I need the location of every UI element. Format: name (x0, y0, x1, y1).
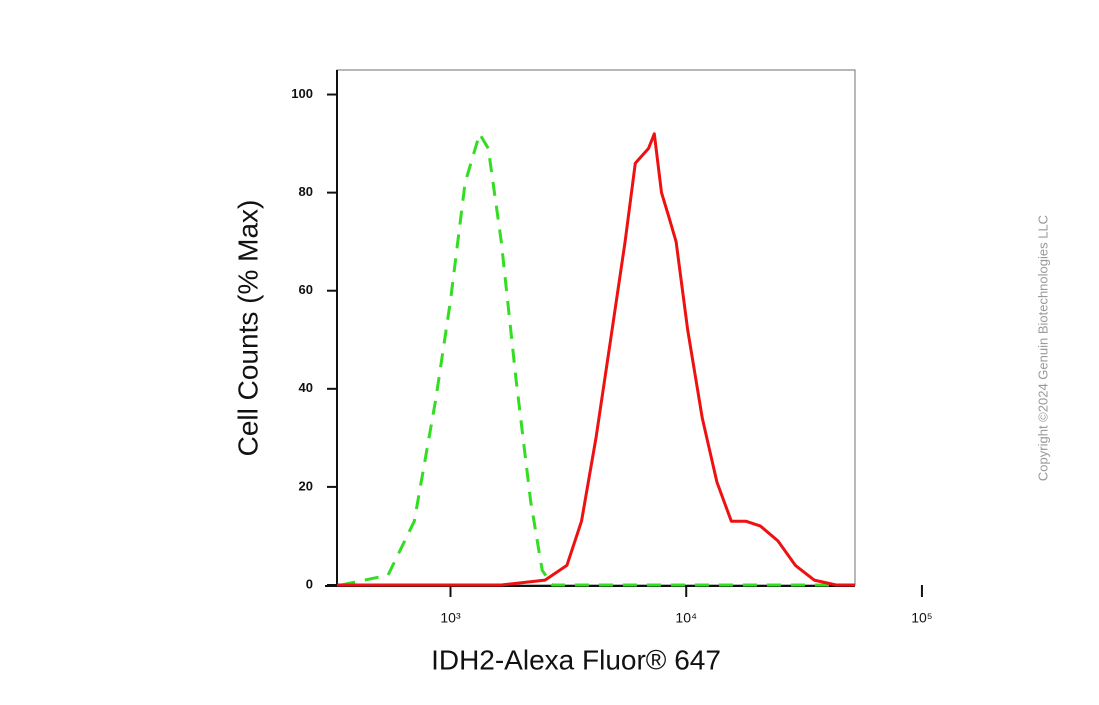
y-tick-label: 100 (291, 86, 313, 101)
y-tick-label: 20 (299, 478, 313, 493)
y-axis-label: Cell Counts (% Max) (232, 200, 263, 457)
y-tick-label: 0 (306, 576, 313, 591)
y-tick-label: 60 (299, 282, 313, 297)
x-tick-label: 10⁵ (911, 610, 932, 626)
y-tick-label: 80 (299, 184, 313, 199)
x-tick-label: 10⁴ (675, 610, 697, 626)
plot-frame (336, 69, 856, 586)
x-tick-label: 10³ (440, 610, 461, 626)
histogram-line (340, 132, 855, 587)
histogram-line (337, 132, 855, 587)
copyright: Copyright ©2024 Genuin Biotechnologies L… (1035, 215, 1050, 481)
y-tick-label: 40 (299, 380, 313, 395)
x-axis-label: IDH2-Alexa Fluor® 647 (431, 644, 721, 675)
